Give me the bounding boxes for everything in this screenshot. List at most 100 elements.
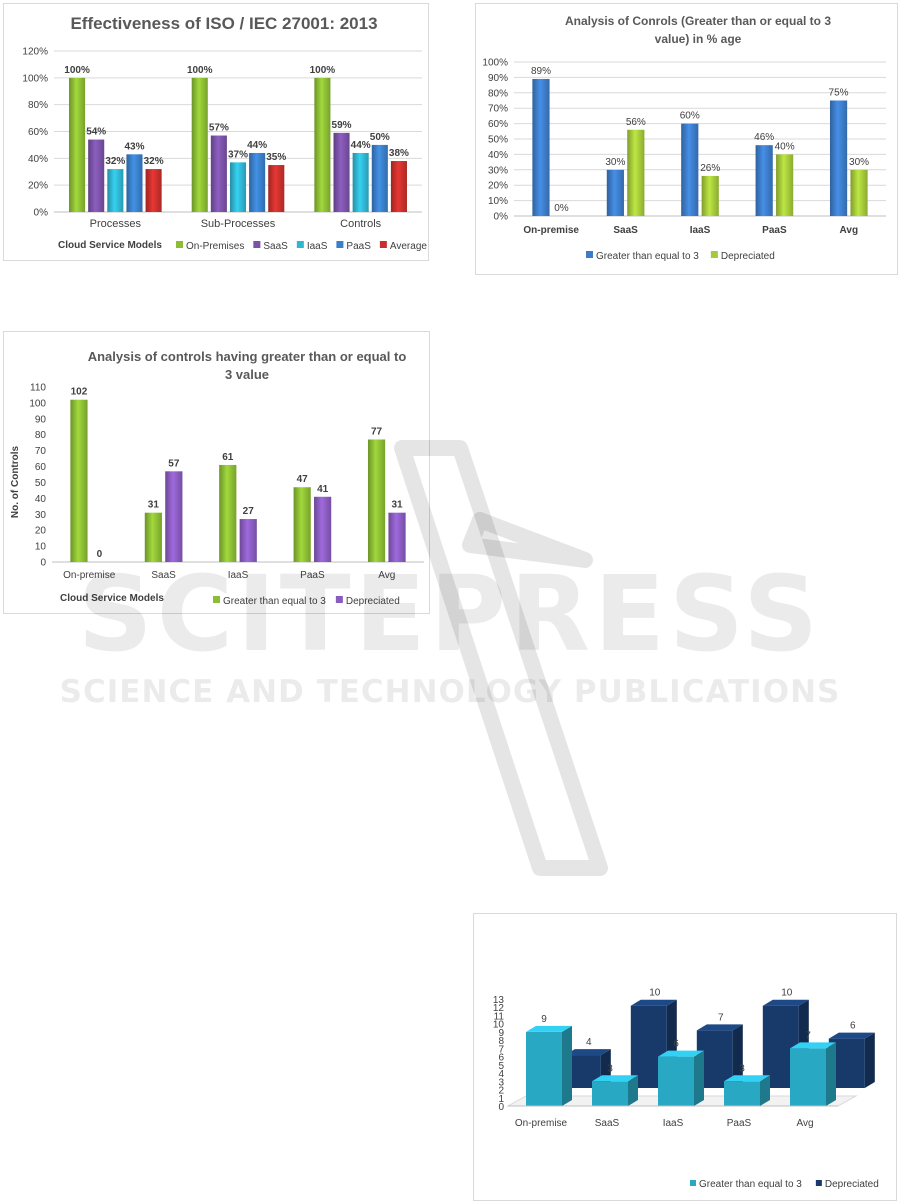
- x-tick-label: Sub-Processes: [201, 218, 276, 230]
- legend-swatch: [710, 251, 718, 258]
- legend-entry: Greater than equal to 3: [596, 251, 699, 262]
- x-tick-label: On-premise: [515, 1118, 568, 1129]
- x-tick-label: Controls: [340, 218, 381, 230]
- bar: [532, 78, 550, 216]
- bar-front: [724, 1081, 760, 1106]
- y-tick-label: 30%: [488, 165, 508, 176]
- bar-top: [592, 1075, 638, 1082]
- data-label: 61: [222, 452, 234, 463]
- bar: [850, 169, 868, 216]
- bar: [229, 162, 247, 212]
- legend-swatch: [586, 251, 593, 258]
- legend-swatch: [296, 241, 304, 248]
- y-tick-label: 30: [35, 510, 47, 521]
- bar-side: [732, 1024, 743, 1088]
- y-tick-label: 0%: [494, 212, 509, 223]
- legend-entry: IaaS: [307, 241, 328, 252]
- bar-top: [696, 1024, 743, 1031]
- bar: [107, 169, 124, 212]
- legend-entry: PaaS: [346, 241, 371, 252]
- bar: [829, 100, 848, 216]
- bar-front: [790, 1048, 826, 1106]
- data-label: 30%: [849, 157, 869, 168]
- x-tick-label: Processes: [90, 218, 142, 230]
- legend-entry: Greater than equal to 3: [223, 596, 326, 607]
- data-label: 37%: [228, 149, 248, 160]
- data-label: 31: [148, 500, 160, 511]
- y-tick-label: 70%: [488, 104, 508, 115]
- data-label: 44%: [247, 140, 267, 151]
- bar: [144, 512, 162, 562]
- bar: [126, 154, 143, 212]
- bar: [88, 139, 105, 212]
- bar-top: [630, 999, 677, 1006]
- y-tick-label: 90%: [488, 73, 508, 84]
- chart-title: 3 value: [225, 367, 269, 382]
- bar: [755, 145, 773, 216]
- legend-entry: On-Premises: [186, 241, 244, 252]
- bar: [293, 487, 311, 562]
- y-tick-label: 13: [493, 995, 505, 1006]
- legend-swatch: [815, 1180, 822, 1186]
- bar: [371, 144, 388, 212]
- y-tick-label: 40%: [488, 150, 508, 161]
- bar-side: [628, 1075, 638, 1106]
- legend-swatch: [335, 596, 343, 603]
- bar: [69, 77, 86, 212]
- legend-entry: Greater than equal to 3: [699, 1179, 802, 1190]
- data-label: 89%: [531, 66, 551, 77]
- data-label: 3: [607, 1063, 613, 1074]
- y-tick-label: 10: [35, 542, 47, 553]
- bar-top: [564, 1049, 611, 1056]
- bar: [367, 439, 386, 562]
- bar: [70, 399, 88, 562]
- data-label: 27: [243, 506, 255, 517]
- data-label: 47: [297, 474, 309, 485]
- chart-controls-percent: Analysis of Conrols (Greater than or equ…: [482, 14, 886, 262]
- chart-title: Analysis of Conrols (Greater than or equ…: [565, 14, 831, 28]
- bar: [249, 152, 266, 212]
- legend-swatch: [690, 1180, 696, 1186]
- x-tick-label: SaaS: [613, 225, 638, 236]
- data-label: 100%: [187, 65, 213, 76]
- chart-title: Analysis of controls having greater than…: [88, 349, 407, 364]
- y-tick-label: 0: [40, 558, 46, 569]
- y-tick-label: 20%: [488, 181, 508, 192]
- bar: [191, 77, 208, 212]
- y-tick-label: 11: [494, 1011, 505, 1022]
- y-tick-label: 3: [498, 1077, 504, 1088]
- x-tick-label: IaaS: [690, 225, 711, 236]
- y-tick-label: 5: [498, 1061, 504, 1072]
- y-tick-label: 100%: [22, 73, 48, 84]
- y-tick-label: 120%: [22, 47, 48, 58]
- y-axis-title: No. of Controls: [10, 445, 21, 518]
- y-tick-label: 0%: [34, 208, 49, 219]
- bar-top: [828, 1032, 875, 1039]
- y-tick-label: 80%: [488, 88, 508, 99]
- x-tick-label: On-premise: [523, 225, 579, 236]
- bar: [681, 123, 699, 216]
- x-tick-label: Avg: [840, 225, 859, 236]
- y-tick-label: 8: [498, 1036, 504, 1047]
- legend-entry: Average: [390, 241, 428, 252]
- data-label: 6: [673, 1039, 679, 1050]
- y-tick-label: 50: [35, 478, 47, 489]
- data-label: 59%: [332, 120, 352, 131]
- chart-controls-count-panel: Analysis of controls having greater than…: [3, 331, 430, 614]
- bar-top: [658, 1050, 704, 1057]
- bar: [210, 135, 227, 212]
- x-tick-label: SaaS: [151, 570, 176, 581]
- data-label: 3: [739, 1063, 745, 1074]
- data-label: 75%: [829, 88, 849, 99]
- y-tick-label: 12: [493, 1003, 505, 1014]
- y-tick-label: 0: [498, 1102, 504, 1113]
- watermark-subtitle: SCIENCE AND TECHNOLOGY PUBLICATIONS: [60, 674, 841, 710]
- data-label: 50%: [370, 132, 390, 143]
- legend-entry: Depreciated: [825, 1179, 879, 1190]
- x-tick-label: IaaS: [228, 570, 249, 581]
- legend-swatch: [213, 596, 220, 603]
- bar: [627, 129, 645, 216]
- y-tick-label: 20%: [28, 181, 48, 192]
- data-label: 7: [805, 1030, 811, 1041]
- x-axis-title: Cloud Service Models: [58, 240, 162, 251]
